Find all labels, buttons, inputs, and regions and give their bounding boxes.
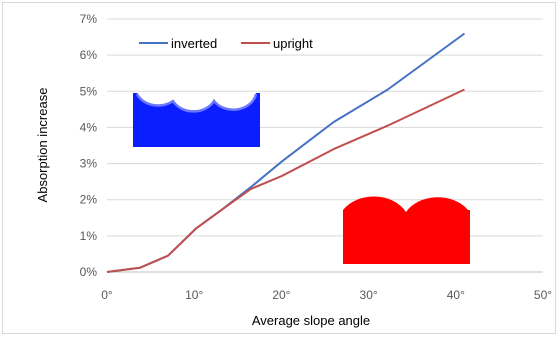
upright-profile-shape xyxy=(343,196,470,264)
series-line-upright xyxy=(106,88,465,273)
legend-label-inverted: inverted xyxy=(171,36,217,51)
x-tick-label: 10° xyxy=(185,288,203,302)
y-tick-label: 0% xyxy=(80,265,98,279)
x-tick-label: 30° xyxy=(360,288,378,302)
x-tick-label: 50° xyxy=(534,288,552,302)
series-lines xyxy=(106,32,466,273)
y-tick-label: 7% xyxy=(80,12,98,26)
legend: inverted upright xyxy=(139,36,313,51)
x-axis-title: Average slope angle xyxy=(252,313,370,328)
y-tick-label: 6% xyxy=(80,48,98,62)
y-tick-label: 3% xyxy=(80,157,98,171)
x-tick-label: 0° xyxy=(101,288,113,302)
x-tick-label: 40° xyxy=(447,288,465,302)
x-tick-labels: 0° 10° 20° 30° 40° 50° xyxy=(101,288,552,302)
y-tick-label: 2% xyxy=(80,193,98,207)
upright-profile-illustration xyxy=(343,196,470,264)
y-tick-label: 5% xyxy=(80,84,98,98)
y-tick-label: 1% xyxy=(80,229,98,243)
inverted-profile-shape xyxy=(133,93,260,147)
inverted-profile-illustration xyxy=(133,93,260,147)
y-tick-label: 4% xyxy=(80,120,98,134)
chart-area xyxy=(2,2,556,334)
inverted-profile-edge xyxy=(135,93,258,113)
x-tick-label: 20° xyxy=(272,288,290,302)
y-axis-title: Absorption increase xyxy=(35,88,50,203)
legend-label-upright: upright xyxy=(273,36,313,51)
y-tick-labels: 0% 1% 2% 3% 4% 5% 6% 7% xyxy=(80,12,98,279)
